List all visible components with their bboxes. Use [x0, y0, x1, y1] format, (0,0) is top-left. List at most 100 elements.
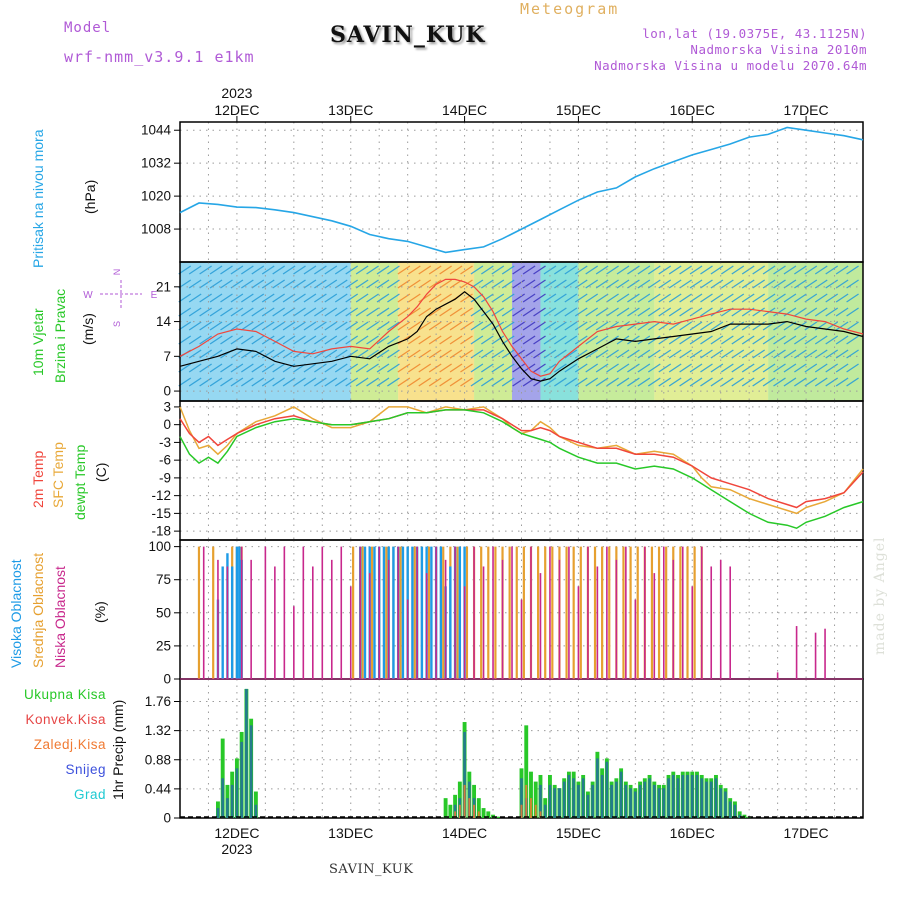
precip-snow-bar	[728, 801, 732, 818]
wind-barb	[794, 349, 807, 359]
wind-barb	[533, 335, 546, 345]
wind-barb	[230, 293, 244, 303]
wind-barb	[814, 335, 828, 345]
wind-barb	[418, 377, 432, 387]
wind-barb	[835, 293, 849, 303]
wind-barb	[261, 321, 275, 331]
precip-total-label: Ukupna Kisa	[23, 687, 106, 702]
wind-barb	[199, 349, 212, 359]
precip-snow-bar	[245, 688, 248, 818]
wind-barb	[480, 279, 494, 289]
wind-barb	[220, 307, 233, 317]
cloud-low-bar	[587, 546, 589, 679]
wind-barb	[272, 293, 286, 303]
wind-barb	[522, 307, 536, 317]
wind-barb	[595, 335, 609, 345]
cloud-mid-bar	[579, 546, 582, 679]
wind-barb	[251, 349, 265, 359]
wind-barb	[773, 279, 786, 289]
cloud-low-bar	[691, 586, 694, 679]
wind-barb	[460, 265, 473, 275]
precip-snow-bar	[705, 781, 708, 818]
wind-barb	[710, 279, 724, 289]
year-bottom: 2023	[221, 841, 252, 857]
wind-barb	[324, 377, 338, 387]
wind-barb	[835, 321, 849, 331]
wind-barb	[647, 307, 661, 317]
cloud-low-bar	[700, 546, 703, 679]
wind-barb	[251, 307, 265, 317]
wind-barb	[272, 377, 286, 387]
precip-conv-bar	[525, 784, 528, 818]
precip-snow-bar	[562, 781, 566, 818]
wind-barb	[627, 377, 640, 387]
model-altitude-text: Nadmorska Visina u modelu 2070.64m	[594, 58, 867, 73]
wind-barb	[846, 307, 859, 317]
wind-barb	[762, 363, 776, 373]
wind-barb	[428, 265, 442, 275]
wind-barb	[512, 265, 526, 275]
wind-barb	[825, 307, 839, 317]
wind-barb	[334, 363, 348, 373]
cloud-low-bar	[520, 599, 523, 679]
y-tick-label: 1.32	[145, 723, 171, 738]
cloud-low-bar	[710, 566, 713, 679]
wind-barb	[595, 293, 609, 303]
wind-barb	[345, 321, 359, 331]
wind-barb	[543, 279, 557, 289]
wind-barb	[220, 321, 233, 331]
precip-snow-bar	[240, 741, 244, 818]
cloud-high-bar	[420, 546, 424, 679]
wind-barb	[407, 293, 421, 303]
cloud-low-bar	[226, 566, 229, 679]
wind-barb	[522, 293, 536, 303]
cloud-high-bar	[430, 546, 433, 679]
x-tick-label-bottom: 16DEC	[670, 825, 715, 841]
y-tick-label: 0	[163, 417, 171, 432]
wind-barb	[293, 279, 306, 289]
precip-conv-bar	[473, 804, 476, 818]
wind-barb	[345, 293, 359, 303]
wind-barb	[251, 279, 265, 289]
wind-barb	[762, 335, 776, 345]
station-title: SAVIN_KUK	[330, 22, 486, 48]
wind-barb	[501, 279, 515, 289]
wind-barb	[188, 307, 202, 317]
wind-barb	[825, 335, 839, 345]
wind-barb	[376, 321, 390, 331]
wind-barb	[512, 363, 526, 373]
wind-barb	[825, 363, 839, 373]
wind-barb	[240, 265, 254, 275]
precip-snow-bar	[235, 768, 239, 818]
precip-total-bar	[533, 781, 538, 818]
wind-speed-line	[179, 291, 864, 382]
precip-snow-bar	[695, 774, 699, 818]
x-tick-label-bottom: 14DEC	[442, 825, 487, 841]
wind-barb	[188, 293, 202, 303]
wind-barb	[491, 307, 505, 317]
wind-barb	[439, 363, 452, 373]
cloud-mid-bar	[572, 546, 575, 679]
x-tick-label-bottom: 15DEC	[556, 825, 601, 841]
cloud-high-bar	[439, 546, 443, 679]
precip-snow-bar	[216, 808, 220, 818]
wind-barb	[731, 377, 745, 387]
precip-conv-bar	[530, 798, 532, 818]
cloud-low-bar	[454, 546, 456, 679]
wind-barb	[585, 363, 599, 373]
wind-barb	[543, 363, 557, 373]
wind-barb	[533, 307, 546, 317]
precip-snow-bar	[690, 774, 694, 818]
cloud-mid-bar	[487, 546, 490, 679]
cloud-low-bar	[368, 573, 371, 679]
wind-barb	[439, 279, 452, 289]
wind-barb	[585, 307, 599, 317]
x-tick-label-top: 13DEC	[328, 102, 373, 118]
cloud-mid-bar	[442, 546, 445, 679]
precip-snow-bar	[230, 784, 234, 818]
wind-barb	[585, 349, 599, 359]
wind-barb	[345, 363, 359, 373]
wind-barb	[606, 349, 619, 359]
wind-barb	[731, 293, 745, 303]
wind-barb	[835, 349, 849, 359]
